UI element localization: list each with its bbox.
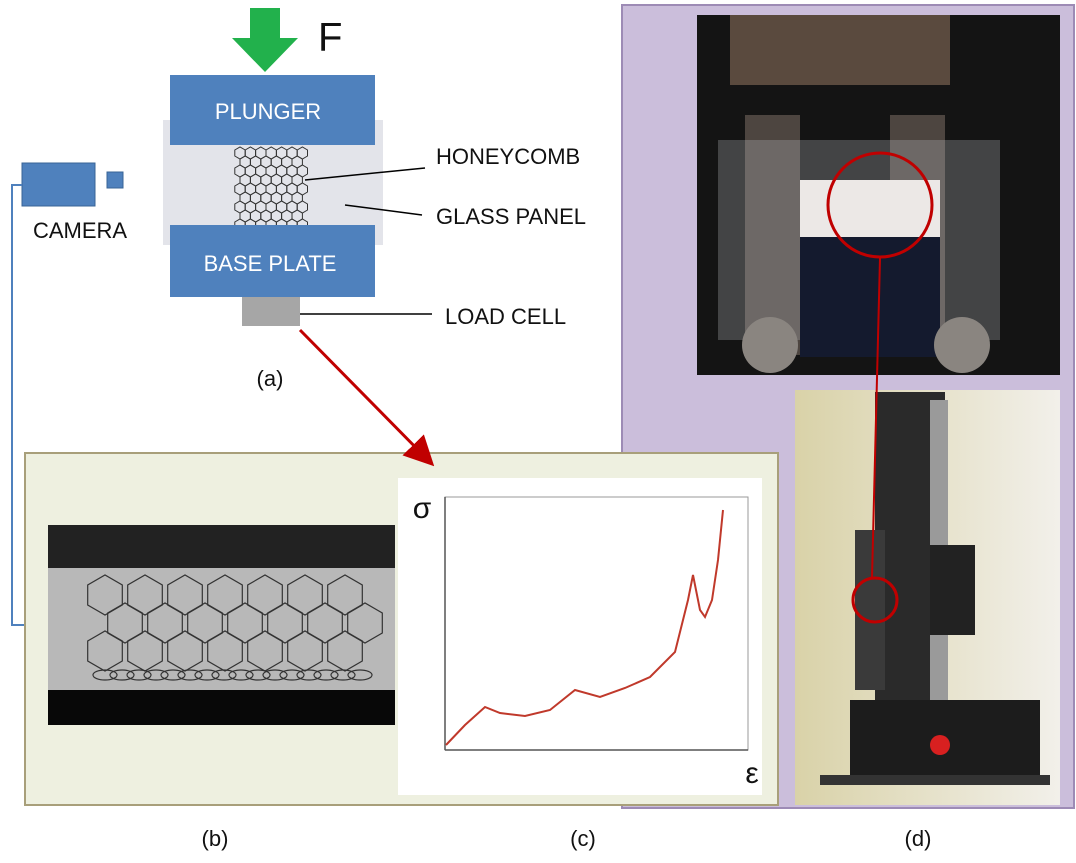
camera-lens [107, 172, 123, 188]
force-arrow [232, 8, 298, 72]
base-plate-label: BASE PLATE [204, 251, 337, 276]
x-axis-label: ε [745, 757, 758, 790]
camera [22, 163, 95, 206]
glass-panel-label: GLASS PANEL [436, 204, 586, 229]
figure: F PLUNGER BASE PLATE HONEYCOMB GLASS PAN… [0, 0, 1076, 863]
caption-d: (d) [905, 826, 932, 851]
force-label: F [318, 16, 342, 60]
stress-strain-plot [398, 478, 762, 795]
caption-a: (a) [257, 366, 284, 391]
honeycomb-label: HONEYCOMB [436, 144, 580, 169]
plunger-label: PLUNGER [215, 99, 321, 124]
load-cell-label: LOAD CELL [445, 304, 566, 329]
camera-label: CAMERA [33, 218, 127, 243]
caption-b: (b) [202, 826, 229, 851]
caption-c: (c) [570, 826, 596, 851]
camera-image [48, 525, 395, 725]
red-arrow [300, 330, 430, 462]
load-cell [242, 297, 300, 326]
y-axis-label: σ [413, 492, 432, 525]
